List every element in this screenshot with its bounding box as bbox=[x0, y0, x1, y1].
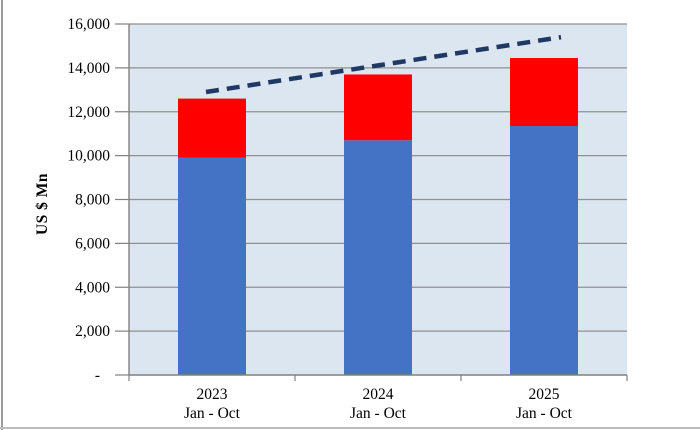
y-tick-label: 12,000 bbox=[67, 104, 110, 121]
x-label-year: 2025 bbox=[529, 386, 560, 403]
figure-left-border bbox=[1, 0, 3, 430]
y-tick-label: 6,000 bbox=[75, 235, 110, 252]
y-tick-label: 2,000 bbox=[75, 323, 110, 340]
bar-blue-lower-segment-2025 bbox=[510, 126, 578, 376]
x-label-period: Jan - Oct bbox=[516, 405, 573, 422]
x-label-period: Jan - Oct bbox=[184, 405, 241, 422]
y-tick-label: - bbox=[95, 367, 100, 384]
bar-blue-lower-segment-2023 bbox=[178, 157, 246, 375]
bar-red-upper-segment-2024 bbox=[344, 74, 412, 141]
x-label-year: 2023 bbox=[197, 386, 228, 403]
y-tick-label: 14,000 bbox=[67, 60, 110, 77]
trendline-dashed bbox=[205, 34, 562, 95]
x-label-year: 2024 bbox=[363, 386, 394, 403]
y-tick-label: 4,000 bbox=[75, 279, 110, 296]
y-tick-label: 8,000 bbox=[75, 192, 110, 209]
x-label-period: Jan - Oct bbox=[350, 405, 407, 422]
figure-bottom-border bbox=[0, 427, 700, 429]
bar-red-upper-segment-2023 bbox=[178, 98, 246, 158]
bar-blue-lower-segment-2024 bbox=[344, 140, 412, 375]
y-tick-label: 10,000 bbox=[67, 148, 110, 165]
bar-red-upper-segment-2025 bbox=[510, 58, 578, 127]
y-tick-label: 16,000 bbox=[67, 16, 110, 33]
